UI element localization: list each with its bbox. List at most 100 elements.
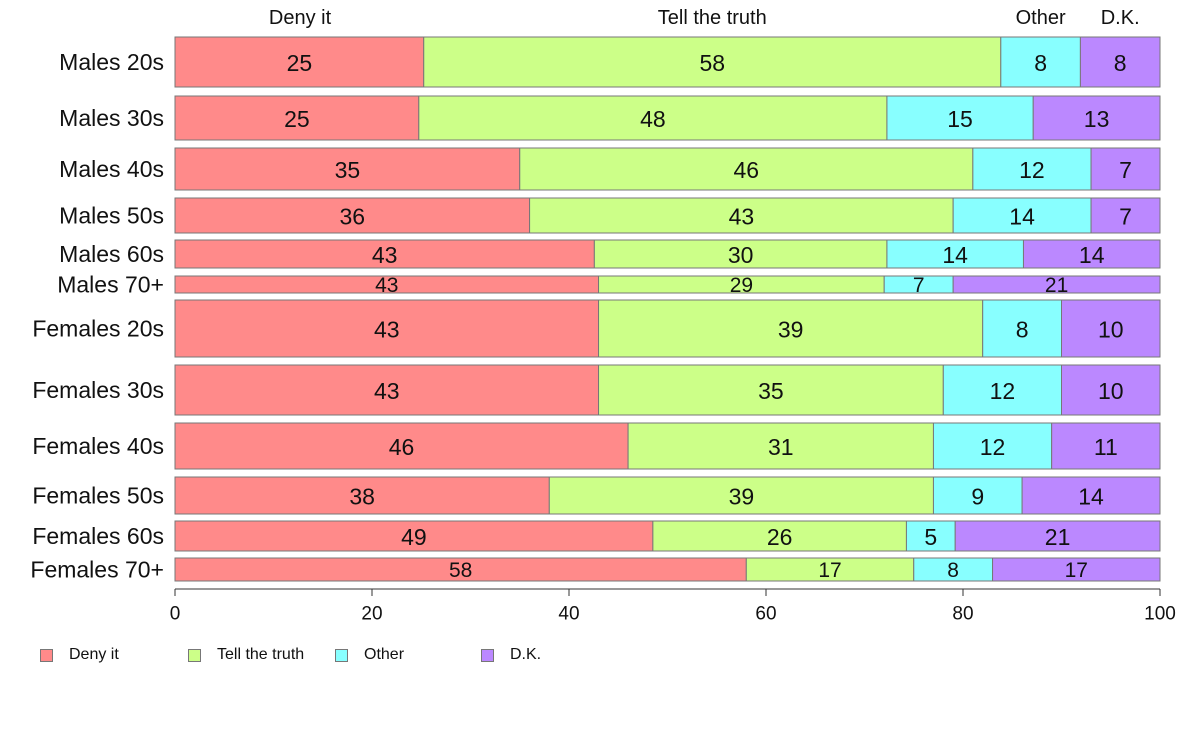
value-label-males-20s-deny-it: 25 [287,50,313,76]
bar-males-50s-deny-it [174,197,531,234]
value-label-males-70-d-k: 21 [1045,274,1068,297]
bar-females-60s-tell-the-truth [652,520,907,552]
value-label-males-20s-other: 8 [1034,50,1047,76]
row-label-males-30s: Males 30s [59,105,164,131]
bar-females-20s-d-k [1061,299,1161,358]
value-label-females-20s-other: 8 [1016,317,1029,343]
bar-females-30s-d-k [1061,364,1161,416]
value-label-females-60s-other: 5 [924,524,937,550]
value-label-males-50s-other: 14 [1009,204,1035,230]
top-label-other: Other [1016,7,1066,29]
row-label-females-30s: Females 30s [32,377,164,403]
value-label-males-30s-d-k: 13 [1084,106,1110,132]
value-label-females-60s-tell-the-truth: 26 [767,524,793,550]
bar-females-40s-tell-the-truth [627,422,934,470]
x-tick-label-100: 100 [1144,604,1176,625]
value-label-males-30s-tell-the-truth: 48 [640,106,666,132]
value-label-males-70-deny-it: 43 [375,274,398,297]
x-axis: 0 20 40 60 80 100 [170,588,1176,625]
bar-males-50s-tell-the-truth [529,197,954,234]
bar-males-60s-deny-it [174,239,595,269]
row-label-females-40s: Females 40s [32,433,164,459]
row-label-males-20s: Males 20s [59,49,164,75]
bar-males-40s-deny-it [174,147,521,191]
value-label-females-40s-d-k: 11 [1094,434,1118,460]
value-label-males-40s-deny-it: 35 [335,157,361,183]
value-label-males-50s-d-k: 7 [1119,204,1132,230]
x-tick-label-40: 40 [558,604,579,625]
value-label-females-30s-d-k: 10 [1098,378,1124,404]
bar-males-40s-tell-the-truth [519,147,974,191]
bar-males-20s-other [1000,36,1081,88]
value-label-females-20s-tell-the-truth: 39 [778,317,804,343]
bar-males-30s-deny-it [174,95,420,141]
value-label-males-60s-deny-it: 43 [372,242,398,268]
value-label-males-70-tell-the-truth: 29 [730,274,753,297]
value-label-females-40s-deny-it: 46 [389,434,415,460]
value-label-females-60s-d-k: 21 [1045,524,1071,550]
bar-males-70-d-k [952,275,1161,294]
bar-females-30s-other [942,364,1062,416]
x-tick-label-0: 0 [170,604,181,625]
bar-females-30s-tell-the-truth [598,364,944,416]
value-label-females-70-other: 8 [947,559,959,582]
bar-females-40s-deny-it [174,422,629,470]
value-label-females-50s-other: 9 [971,484,984,510]
value-label-females-70-deny-it: 58 [449,559,472,582]
bar-females-60s-deny-it [174,520,654,552]
bar-males-60s-other [886,239,1024,269]
bar-males-30s-tell-the-truth [418,95,888,141]
value-label-males-30s-deny-it: 25 [284,106,310,132]
value-label-males-70-other: 7 [913,274,925,297]
x-tick-label-80: 80 [952,604,973,625]
bar-males-20s-deny-it [174,36,425,88]
value-label-females-60s-deny-it: 49 [401,524,427,550]
row-label-males-60s: Males 60s [59,241,164,267]
row-labels: Males 20s Males 30s Males 40s Males 50s Male… [30,49,164,583]
bar-females-50s-other [932,476,1023,515]
value-label-males-40s-d-k: 7 [1119,157,1132,183]
bar-males-60s-tell-the-truth [593,239,888,269]
bar-males-30s-other [886,95,1034,141]
row-label-females-70: Females 70+ [30,557,164,583]
top-category-labels: Deny it Tell the truth Other D.K. [269,7,1140,29]
value-label-females-30s-tell-the-truth: 35 [758,378,784,404]
value-label-males-20s-d-k: 8 [1114,50,1127,76]
row-label-males-40s: Males 40s [59,156,164,182]
top-label-deny-it: Deny it [269,7,332,29]
bar-females-20s-tell-the-truth [598,299,984,358]
row-label-females-20s: Females 20s [32,316,164,342]
value-label-females-40s-tell-the-truth: 31 [768,434,794,460]
x-tick-label-20: 20 [361,604,382,625]
bar-females-20s-deny-it [174,299,600,358]
bar-males-60s-d-k [1022,239,1161,269]
value-label-males-40s-tell-the-truth: 46 [734,157,760,183]
value-label-males-60s-tell-the-truth: 30 [728,242,754,268]
bar-males-50s-d-k [1090,197,1161,234]
bar-males-40s-d-k [1090,147,1161,191]
bar-females-70-d-k [992,557,1161,582]
value-label-females-50s-tell-the-truth: 39 [729,484,755,510]
value-label-females-20s-d-k: 10 [1098,317,1124,343]
value-label-males-40s-other: 12 [1019,157,1045,183]
row-label-males-50s: Males 50s [59,203,164,229]
value-label-females-70-d-k: 17 [1065,559,1088,582]
value-label-females-70-tell-the-truth: 17 [818,559,841,582]
value-label-females-20s-deny-it: 43 [374,317,400,343]
bar-females-60s-d-k [954,520,1161,552]
bar-males-30s-d-k [1032,95,1161,141]
value-label-males-60s-d-k: 14 [1079,242,1105,268]
bar-females-50s-d-k [1021,476,1161,515]
top-label-d-k: D.K. [1101,7,1140,29]
value-label-females-50s-deny-it: 38 [349,484,375,510]
row-label-males-70: Males 70+ [57,272,164,298]
value-label-males-50s-tell-the-truth: 43 [729,204,755,230]
x-tick-label-60: 60 [755,604,776,625]
bar-females-50s-deny-it [174,476,550,515]
bar-females-40s-other [932,422,1053,470]
bar-males-20s-d-k [1079,36,1161,88]
top-label-tell-the-truth: Tell the truth [658,7,767,29]
value-label-females-30s-deny-it: 43 [374,378,400,404]
